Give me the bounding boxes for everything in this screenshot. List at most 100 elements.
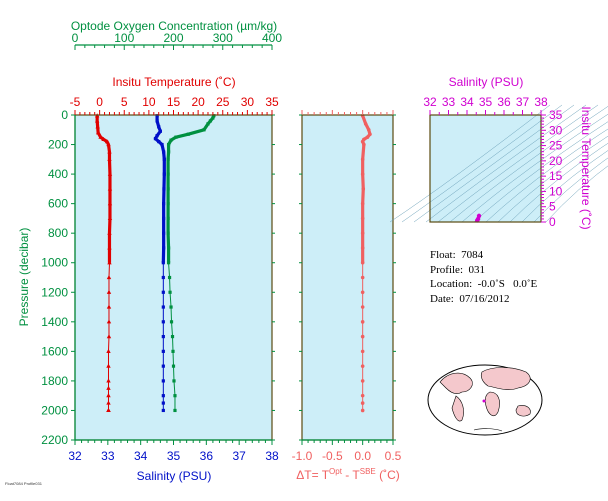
temperature-point	[104, 139, 110, 144]
salinity-point	[161, 290, 165, 294]
oxygen-series-thin-line	[167, 115, 215, 411]
oxygen-tick-label: 300	[213, 31, 233, 45]
delta-point	[360, 260, 365, 265]
delta-point	[360, 408, 365, 413]
salinity-point	[161, 320, 165, 324]
ts-temperature-tick-label: 10	[549, 184, 563, 198]
density-contour	[497, 135, 608, 223]
float-info-block: Float: 7084 Profile: 031 Location: -0.0˚…	[430, 248, 537, 306]
salinity-tick-label: 34	[134, 449, 148, 463]
temperature-point	[107, 230, 112, 235]
salinity-tick-label: 36	[200, 449, 214, 463]
delta-axis-label: ΔT= TOpt - TSBE (˚C)	[296, 467, 400, 482]
profile-value: 031	[468, 263, 486, 276]
delta-point	[360, 172, 365, 176]
oxygen-point	[171, 349, 175, 353]
ts-temperature-tick-label: 25	[549, 139, 563, 153]
pressure-tick-label: 2200	[41, 433, 68, 447]
oxygen-tick-label: 0	[72, 31, 79, 45]
oxygen-point	[170, 334, 175, 339]
pressure-tick-label: 1200	[41, 285, 68, 299]
temperature-point	[107, 245, 112, 250]
temperature-point	[106, 378, 111, 383]
pressure-tick-label: 2000	[41, 403, 68, 417]
delta-axis-label-unit: (˚C)	[376, 468, 400, 482]
salinity-point	[161, 379, 165, 383]
ts-salinity-tick-label: 36	[497, 95, 511, 109]
density-contour	[545, 165, 608, 223]
salinity-point	[155, 119, 159, 123]
delta-point	[360, 305, 365, 309]
oxygen-point	[166, 187, 170, 191]
temperature-point	[94, 118, 100, 123]
float-value: 7084	[461, 249, 484, 261]
delta-point	[360, 364, 365, 368]
salinity-point	[162, 216, 166, 221]
ts-temperature-tick-label: 15	[549, 169, 563, 183]
delta-point	[360, 379, 365, 383]
temperature-point	[106, 407, 111, 413]
pressure-tick-label: 1400	[41, 315, 68, 329]
salinity-tick-label: 38	[265, 449, 279, 463]
location-value: -0.0˚S 0.0˚E	[477, 278, 538, 290]
temperature-tick-label: 35	[265, 95, 279, 109]
delta-point	[363, 122, 368, 126]
delta-tick-label: -0.5	[322, 449, 343, 463]
pressure-tick-label: 1600	[41, 344, 68, 358]
delta-point	[360, 401, 365, 405]
salinity-point	[161, 275, 165, 280]
density-contour	[533, 157, 608, 223]
density-contour	[521, 150, 608, 223]
pressure-tick-label: 1800	[41, 374, 68, 388]
density-contour	[461, 113, 608, 223]
salinity-tick-label: 35	[167, 449, 181, 463]
salinity-point	[161, 305, 165, 309]
oxygen-point	[166, 150, 171, 154]
ts-temperature-tick-label: 20	[549, 154, 563, 168]
delta-axis-label-sup2: SBE	[360, 467, 376, 476]
temperature-point	[107, 186, 113, 191]
delta-point	[360, 393, 365, 398]
oxygen-point	[211, 116, 215, 120]
salinity-point	[162, 187, 166, 191]
delta-point	[360, 320, 365, 324]
temperature-point	[106, 319, 112, 324]
main-plot-area	[94, 113, 216, 413]
temperature-tick-label: 5	[121, 95, 128, 109]
delta-tick-label: 0.5	[385, 449, 402, 463]
ts-temperature-tick-label: 0	[549, 215, 556, 229]
temperature-point	[107, 156, 112, 161]
salinity-point	[161, 261, 165, 265]
salinity-point	[161, 408, 165, 413]
ts-salinity-tick-label: 34	[460, 95, 474, 109]
temperature-point	[107, 149, 112, 154]
oxygen-point	[166, 157, 170, 161]
delta-point	[368, 132, 372, 137]
pressure-tick-label: 800	[48, 226, 68, 240]
float-location-marker	[482, 399, 486, 403]
salinity-point	[161, 401, 165, 405]
temperature-point	[106, 142, 111, 147]
oxygen-point	[208, 119, 213, 123]
salinity-point	[162, 231, 166, 235]
temperature-point	[106, 363, 111, 368]
ts-salinity-tick-label: 33	[442, 95, 456, 109]
oxygen-point	[166, 142, 171, 147]
globe-map-icon	[427, 364, 543, 436]
delta-tick-label: 0.0	[354, 449, 371, 463]
salinity-point	[157, 125, 161, 129]
ts-salinity-tick-label: 32	[423, 95, 437, 109]
ts-salinity-tick-label: 38	[534, 95, 548, 109]
oxygen-point	[166, 216, 170, 221]
date-label: Date:	[430, 292, 454, 305]
delta-plot-area	[360, 113, 372, 413]
density-contour	[509, 142, 608, 223]
salinity-tick-label: 33	[101, 449, 115, 463]
temperature-tick-label: 10	[142, 95, 156, 109]
salinity-tick-label: 37	[232, 449, 246, 463]
location-line: Location: -0.0˚S 0.0˚E	[430, 277, 537, 292]
delta-axis-label-main: ΔT= T	[296, 468, 329, 482]
pressure-tick-label: 400	[48, 167, 68, 181]
ts-temperature-tick-label: 30	[549, 123, 563, 137]
temperature-point	[106, 348, 111, 353]
